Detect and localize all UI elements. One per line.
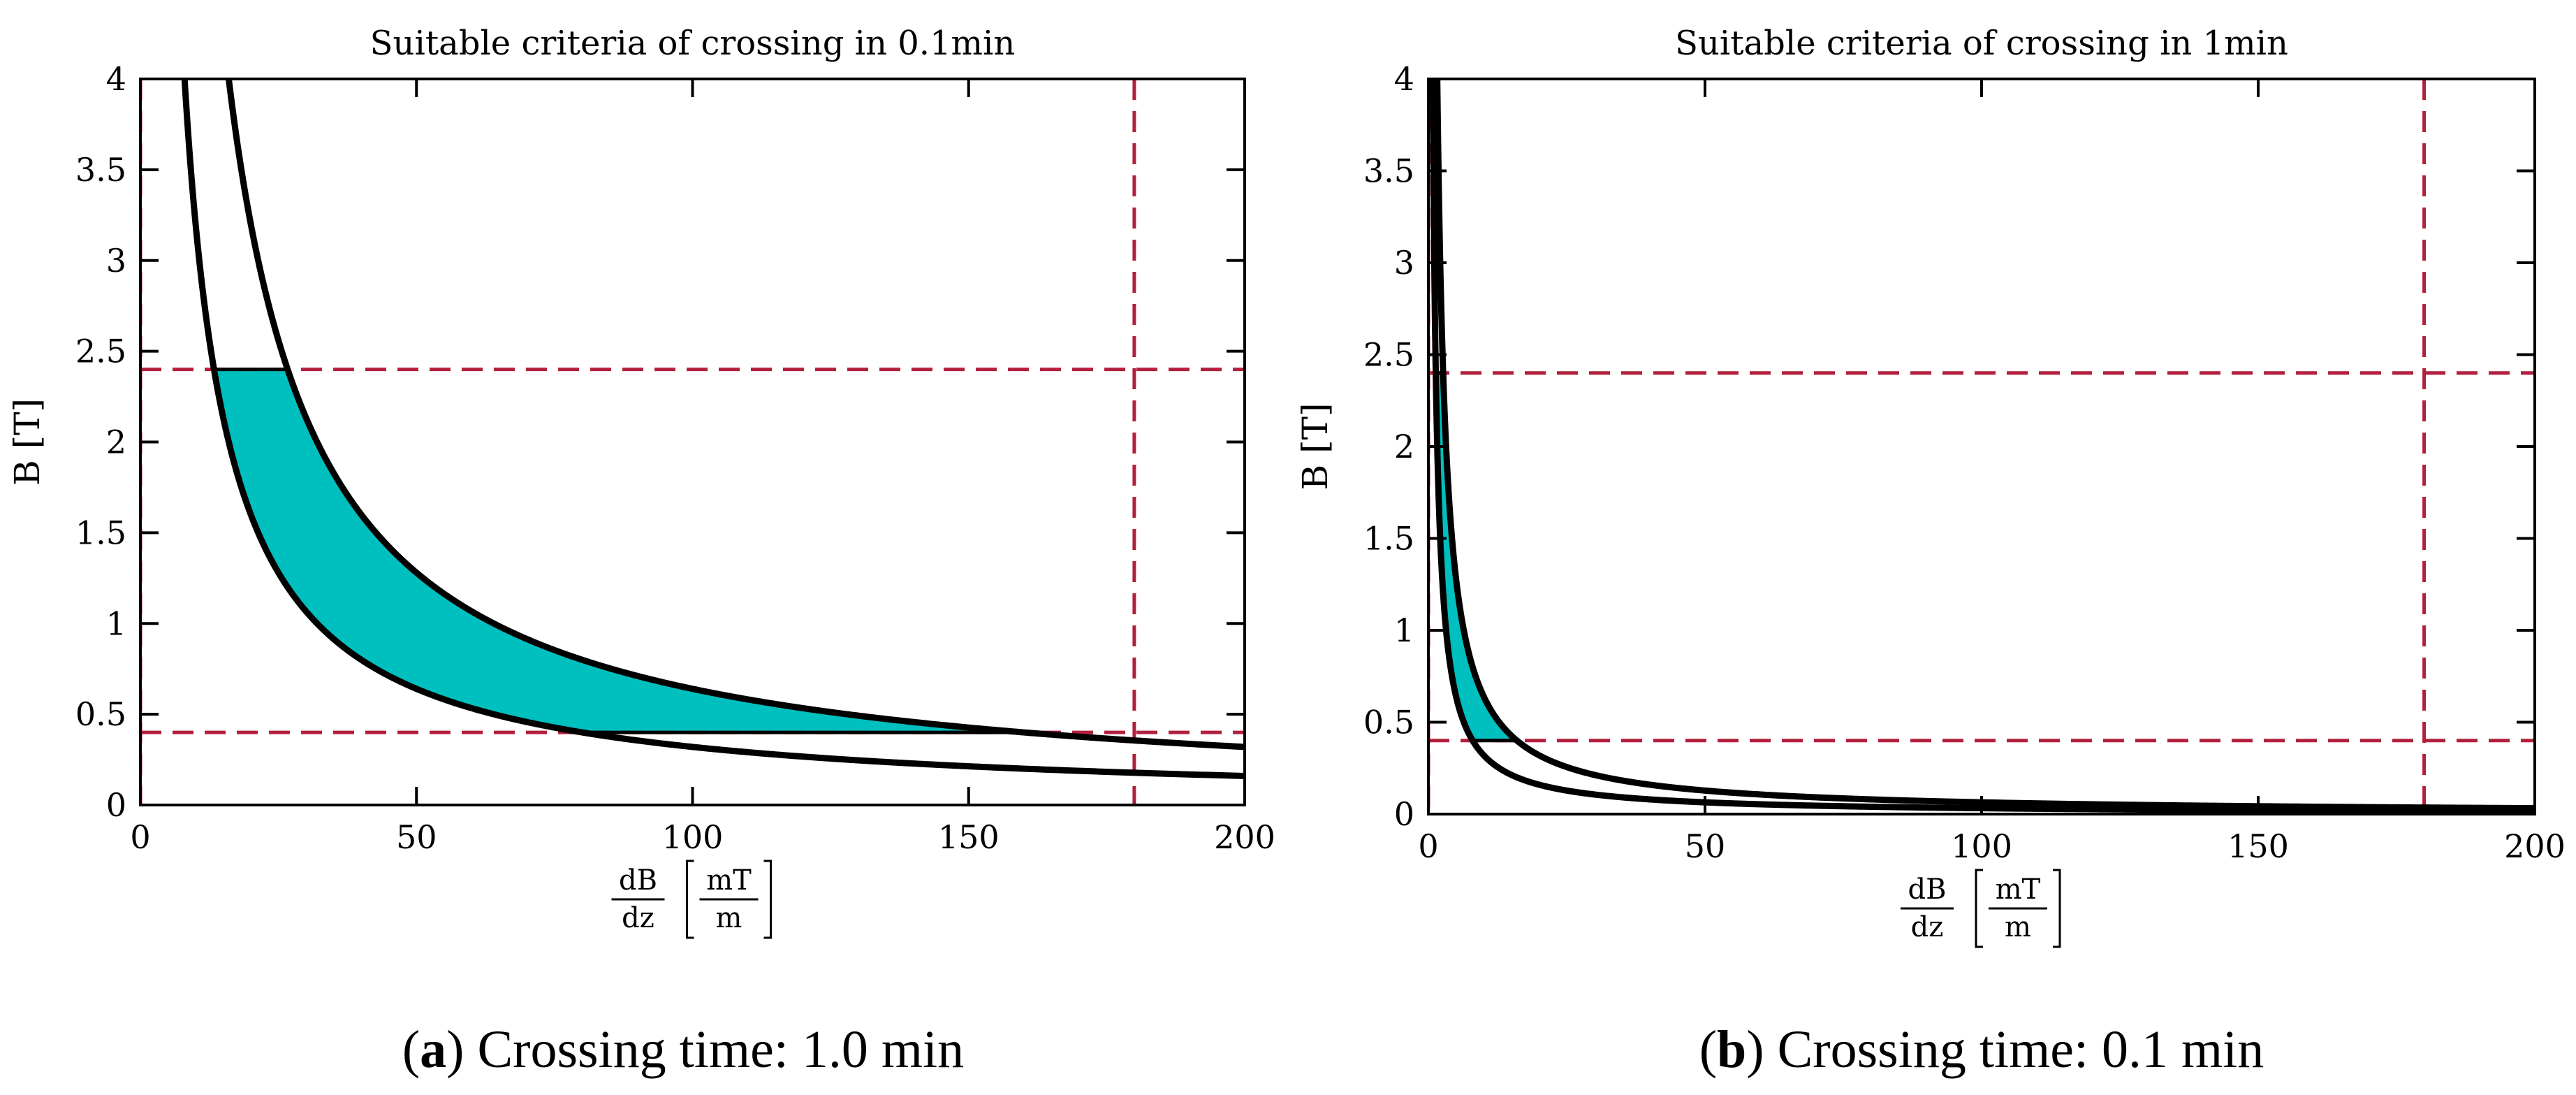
x-label-denominator: dz <box>622 902 654 934</box>
curve-lower <box>181 79 1245 779</box>
feasible-region-fill <box>1435 372 1517 741</box>
plot-area <box>1428 79 2535 814</box>
x-label-numerator: dB <box>619 864 657 897</box>
y-tick-label: 0.5 <box>1363 704 1414 741</box>
caption-letter: a <box>420 1020 446 1079</box>
y-tick-label: 1.5 <box>75 514 126 551</box>
y-tick-label: 0 <box>106 786 126 824</box>
chart-title: Suitable criteria of crossing in 1min <box>1675 24 2288 63</box>
chart-title: Suitable criteria of crossing in 0.1min <box>370 24 1016 63</box>
chart-b: 0 50 100 150 200 0 0.5 1 1.5 2 2.5 3 3.5 4 Suitable cr… <box>1295 24 2566 1079</box>
y-tick-label: 0.5 <box>75 695 126 733</box>
feasible-region-outline <box>212 368 1025 734</box>
chart-a: 0 50 100 150 200 0 0.5 1 1.5 2 2.5 3 3.5 4 Suitable cr… <box>7 24 1275 1079</box>
x-tick-label: 100 <box>662 818 724 856</box>
y-tick-label: 1 <box>1394 611 1414 649</box>
y-tick-label: 2.5 <box>1363 336 1414 374</box>
y-tick-label: 2 <box>1394 428 1414 465</box>
y-tick-label: 4 <box>106 60 126 98</box>
x-tick-label: 150 <box>2227 827 2289 865</box>
y-tick-label: 1 <box>106 604 126 642</box>
y-tick-label: 2 <box>106 423 126 461</box>
x-tick-label: 200 <box>1214 818 1275 856</box>
x-label-right-bracket <box>763 860 772 939</box>
x-tick-label: 100 <box>1951 827 2012 865</box>
caption-text: Crossing time: 1.0 min <box>464 1020 964 1079</box>
x-tick-label: 150 <box>938 818 1000 856</box>
y-tick-label: 3.5 <box>1363 152 1414 190</box>
x-label-unit-numerator: mT <box>1996 873 2041 906</box>
x-axis-label: dB dz mT m <box>611 860 772 939</box>
y-axis-label: B [T] <box>7 398 47 486</box>
x-label-numerator: dB <box>1908 873 1947 906</box>
x-tick-label: 0 <box>1418 827 1438 865</box>
curve-upper <box>1434 79 2535 812</box>
x-label-left-bracket <box>1975 869 1983 948</box>
caption-letter: b <box>1717 1020 1746 1079</box>
x-label-left-bracket <box>686 860 694 939</box>
x-label-right-bracket <box>2053 869 2061 948</box>
x-tick-label: 50 <box>396 818 437 856</box>
subfigure-caption: (a) Crossing time: 1.0 min <box>402 1020 964 1079</box>
y-tick-label: 1.5 <box>1363 520 1414 558</box>
x-label-unit-denominator: m <box>2005 911 2031 943</box>
y-tick-label: 4 <box>1394 60 1414 98</box>
plot-area <box>140 79 1245 805</box>
y-tick-label: 3 <box>106 242 126 280</box>
y-tick-label: 0 <box>1394 795 1414 833</box>
x-tick-label: 0 <box>130 818 150 856</box>
x-label-denominator: dz <box>1911 911 1944 943</box>
y-tick-label: 3.5 <box>75 151 126 189</box>
curve-lower <box>1429 79 2535 814</box>
y-tick-label: 2.5 <box>75 333 126 370</box>
x-tick-label: 200 <box>2504 827 2566 865</box>
axes-box <box>1427 78 2536 815</box>
x-tick-label: 50 <box>1685 827 1726 865</box>
x-label-unit-numerator: mT <box>706 864 752 897</box>
subfigure-caption: (b) Crossing time: 0.1 min <box>1699 1020 2264 1079</box>
caption-text: Crossing time: 0.1 min <box>1764 1020 2264 1079</box>
x-label-unit-denominator: m <box>716 902 742 934</box>
x-axis-label: dB dz mT m <box>1901 869 2061 948</box>
feasible-region-outline <box>1434 371 1522 743</box>
y-axis-label: B [T] <box>1295 403 1335 491</box>
y-tick-label: 3 <box>1394 244 1414 282</box>
feasible-region-fill <box>214 369 1024 733</box>
